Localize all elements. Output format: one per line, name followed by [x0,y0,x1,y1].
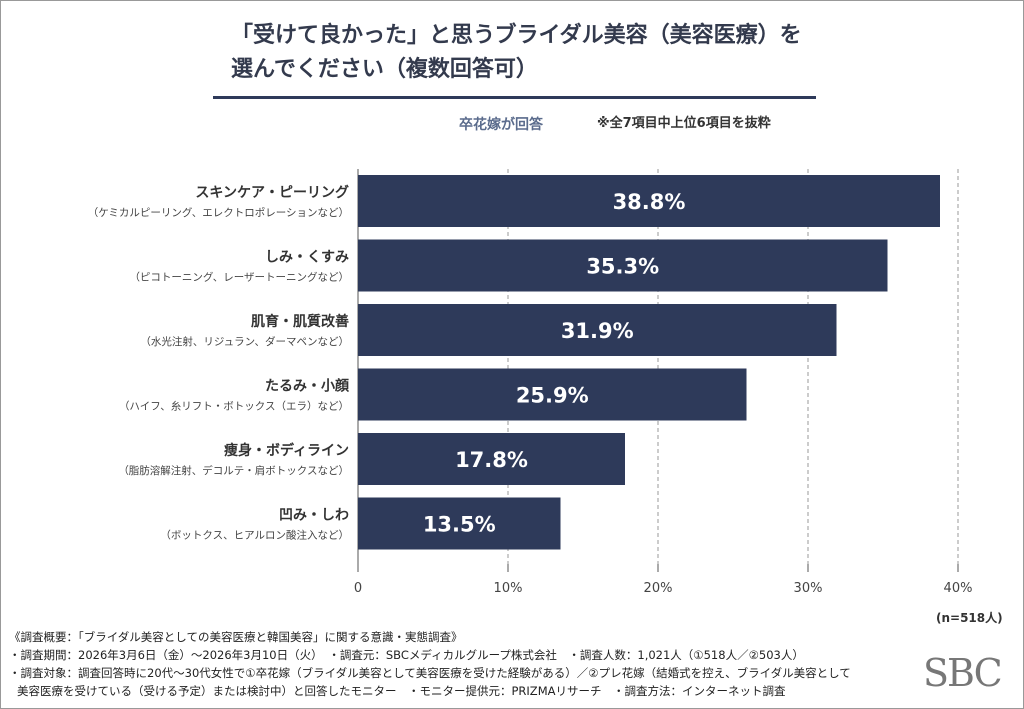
category-sublabel: （ボットクス、ヒアルロン酸注入など） [160,529,349,542]
bar [358,239,888,292]
category-label: しみ・くすみ [265,250,349,266]
title-line-2: 選んでください（複数回答可） [231,57,538,82]
data-label: 13.5% [423,513,496,537]
tick-label: 0 [354,581,362,596]
bar [358,175,940,227]
footer-line: 《調査概要：「ブライダル美容としての美容医療と韓国美容」に関する意識・実態調査》 [9,630,463,644]
bar [358,433,625,485]
category-label: たるみ・小顔 [265,378,350,395]
category-label: スキンケア・ピーリング [195,184,349,201]
category-sublabel: （ケミカルピーリング、エレクトロポレーションなど） [88,206,349,219]
data-label: 35.3% [586,255,659,279]
tick-label: 10% [494,581,523,596]
extraction-note: ※全7項目中上位6項目を抜粋 [597,116,771,131]
survey-footer: 《調査概要：「ブライダル美容としての美容医療と韓国美容」に関する意識・実態調査》… [9,628,851,700]
category-label: 痩身・ボディライン [224,442,349,459]
bar-chart: 0 10% 20% 30% 40% 38.8% スキンケア・ピーリング （ケミカルピーリング、… [88,169,973,596]
tick-label: 20% [644,581,673,596]
data-label: 31.9% [561,319,634,343]
category-sublabel: （水光注射、リジュラン、ダーマペンなど） [140,335,349,348]
title-divider [213,96,816,99]
footer-line: ・調査期間：2026年3月6日（金）～2026年3月10日（火） ・調査元：SB… [9,648,804,662]
data-label: 38.8% [613,190,686,214]
category-sublabel: （脂肪溶解注射、デコルテ・肩ボトックスなど） [118,464,349,477]
bar [358,304,837,356]
bar [358,368,747,421]
sbc-logo: SBC [923,651,1003,695]
bar [358,497,561,550]
title-line-1: 「受けて良かった」と思うブライダル美容（美容医療）を [231,23,802,48]
chart-title: 「受けて良かった」と思うブライダル美容（美容医療）を 選んでください（複数回答可… [231,19,802,87]
data-label: 25.9% [516,384,589,408]
respondent-label: 卒花嫁が回答 [459,117,543,133]
tick-label: 30% [794,581,823,596]
sample-size: (n=518人) [936,611,1003,625]
data-label: 17.8% [455,448,528,472]
footer-line: ・調査対象：調査回答時に20代～30代女性で①卒花嫁（ブライダル美容として美容医… [9,666,851,680]
category-label: 凹み・しわ [279,508,349,524]
category-sublabel: （ハイフ、糸リフト・ボトックス（エラ）など） [119,401,349,413]
footer-line: 美容医療を受けている（受ける予定）または検討中）と回答したモニター ・モニター提… [17,684,786,698]
category-sublabel: （ピコトーニング、レーザートーニングなど） [129,271,349,284]
tick-label: 40% [944,581,973,596]
category-label: 肌育・肌質改善 [251,313,349,330]
